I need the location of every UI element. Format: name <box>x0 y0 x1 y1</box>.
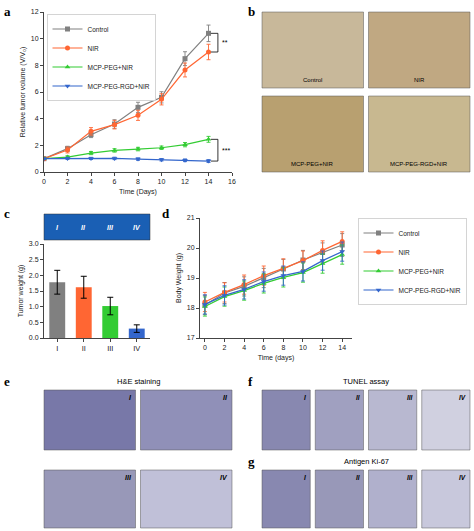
svg-text:MCP-PEG+NIR: MCP-PEG+NIR <box>399 268 445 275</box>
svg-text:IV: IV <box>459 394 466 401</box>
svg-text:Control: Control <box>303 77 322 83</box>
svg-text:NIR: NIR <box>399 249 411 256</box>
svg-text:2.5: 2.5 <box>29 256 39 263</box>
svg-text:III: III <box>407 394 413 401</box>
svg-text:IV: IV <box>133 344 140 353</box>
svg-text:0.0: 0.0 <box>29 334 39 341</box>
svg-text:III: III <box>125 474 132 481</box>
svg-text:2: 2 <box>35 142 39 149</box>
svg-text:21: 21 <box>187 214 195 221</box>
svg-text:c: c <box>4 206 10 221</box>
svg-text:14: 14 <box>338 344 346 351</box>
svg-text:I: I <box>304 394 306 401</box>
svg-text:II: II <box>82 344 86 353</box>
svg-text:MCP-PEG-RGD+NIR: MCP-PEG-RGD+NIR <box>399 287 461 294</box>
svg-text:***: *** <box>222 147 230 154</box>
svg-text:e: e <box>4 374 10 389</box>
svg-text:NIR: NIR <box>88 45 100 52</box>
svg-text:Tumor weight (g): Tumor weight (g) <box>17 265 25 318</box>
svg-text:I: I <box>56 344 58 353</box>
svg-text:III: III <box>107 344 113 353</box>
svg-text:I: I <box>304 474 306 481</box>
svg-text:a: a <box>4 4 11 19</box>
svg-text:4: 4 <box>242 344 246 351</box>
svg-text:MCP-PEG-RGD+NIR: MCP-PEG-RGD+NIR <box>88 83 150 90</box>
svg-text:Control: Control <box>399 230 421 237</box>
svg-text:IV: IV <box>133 224 141 231</box>
svg-text:0: 0 <box>35 168 39 175</box>
svg-text:14: 14 <box>205 178 213 185</box>
svg-text:0.5: 0.5 <box>29 319 39 326</box>
svg-text:I: I <box>129 394 132 401</box>
svg-text:10: 10 <box>158 178 166 185</box>
svg-text:MCP-PEG+NIR: MCP-PEG+NIR <box>88 64 134 71</box>
svg-text:1.5: 1.5 <box>29 287 39 294</box>
svg-text:0: 0 <box>203 344 207 351</box>
svg-text:1.0: 1.0 <box>29 303 39 310</box>
svg-text:6: 6 <box>262 344 266 351</box>
svg-text:f: f <box>248 374 253 389</box>
svg-text:d: d <box>162 206 170 221</box>
svg-text:NIR: NIR <box>414 77 425 83</box>
svg-text:3.0: 3.0 <box>29 240 39 247</box>
svg-text:19: 19 <box>187 274 195 281</box>
svg-text:12: 12 <box>319 344 327 351</box>
svg-text:IV: IV <box>220 474 228 481</box>
svg-text:6: 6 <box>35 88 39 95</box>
svg-text:I: I <box>56 224 59 231</box>
svg-text:2: 2 <box>223 344 227 351</box>
svg-text:MCP-PEG-RGD+NIR: MCP-PEG-RGD+NIR <box>390 161 448 167</box>
svg-text:0: 0 <box>42 178 46 185</box>
svg-text:2: 2 <box>66 178 70 185</box>
svg-text:II: II <box>356 394 360 401</box>
svg-text:6: 6 <box>113 178 117 185</box>
svg-text:12: 12 <box>31 8 39 15</box>
svg-text:4: 4 <box>35 115 39 122</box>
svg-text:4: 4 <box>89 178 93 185</box>
svg-text:**: ** <box>222 39 228 46</box>
svg-text:TUNEL assay: TUNEL assay <box>343 377 389 386</box>
svg-text:II: II <box>223 394 228 401</box>
svg-text:12: 12 <box>181 178 189 185</box>
svg-text:MCP-PEG+NIR: MCP-PEG+NIR <box>291 161 334 167</box>
svg-text:Antigen Ki-67: Antigen Ki-67 <box>344 457 389 466</box>
svg-text:II: II <box>356 474 360 481</box>
svg-text:10: 10 <box>299 344 307 351</box>
svg-text:g: g <box>248 454 255 469</box>
svg-text:IV: IV <box>459 474 466 481</box>
svg-text:18: 18 <box>187 304 195 311</box>
svg-text:Time (days): Time (days) <box>258 354 295 362</box>
svg-text:Relative tumor volume (V/V₀): Relative tumor volume (V/V₀) <box>19 47 27 137</box>
svg-text:2.0: 2.0 <box>29 272 39 279</box>
svg-text:8: 8 <box>136 178 140 185</box>
svg-text:8: 8 <box>281 344 285 351</box>
svg-text:16: 16 <box>228 178 236 185</box>
svg-text:20: 20 <box>187 244 195 251</box>
svg-text:10: 10 <box>31 35 39 42</box>
svg-text:8: 8 <box>35 62 39 69</box>
svg-text:Time (Days): Time (Days) <box>119 188 157 196</box>
svg-text:III: III <box>407 474 413 481</box>
svg-text:H&E staining: H&E staining <box>117 377 160 386</box>
svg-text:III: III <box>107 224 114 231</box>
svg-text:17: 17 <box>187 334 195 341</box>
svg-text:b: b <box>248 4 255 19</box>
svg-text:Body Weight (g): Body Weight (g) <box>175 253 183 303</box>
svg-text:Control: Control <box>88 26 110 33</box>
svg-text:II: II <box>81 224 86 231</box>
